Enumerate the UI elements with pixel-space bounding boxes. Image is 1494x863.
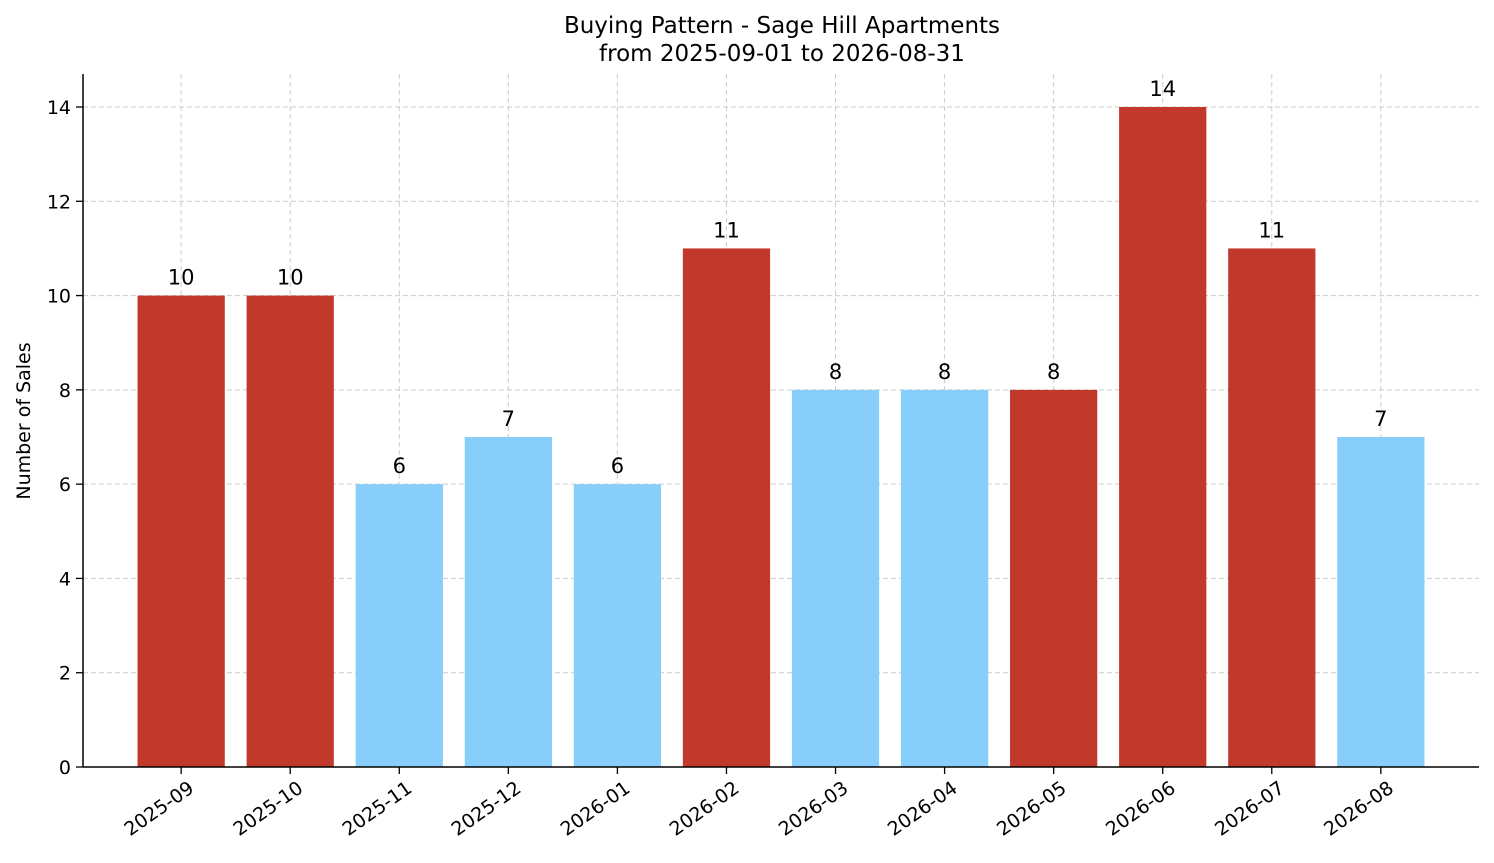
bar-2026-01	[573, 484, 662, 767]
data-label-2025-12: 7	[502, 407, 515, 431]
chart-title: Buying Pattern - Sage Hill Apartments	[564, 13, 1000, 39]
bar-2026-02	[682, 248, 771, 767]
x-tick-label-2026-07: 2026-07	[1211, 777, 1289, 841]
bar-2025-09	[137, 295, 225, 767]
data-label-2025-11: 6	[393, 454, 406, 478]
bar-2026-08	[1337, 437, 1425, 767]
x-axis-ticks: 2025-09 2025-10 2025-11 2025-12 2026-01 2026-…	[120, 767, 1398, 841]
data-label-2026-03: 8	[829, 360, 842, 384]
y-tick-label-12: 12	[47, 191, 71, 213]
x-tick-label-2026-05: 2026-05	[993, 777, 1071, 841]
x-tick-label-2026-06: 2026-06	[1102, 777, 1180, 841]
y-tick-label-10: 10	[47, 286, 71, 308]
bar-2025-12	[464, 437, 552, 767]
y-tick-label-8: 8	[59, 380, 71, 402]
x-tick-label-2025-09: 2025-09	[120, 777, 198, 841]
data-label-2025-10: 10	[277, 266, 304, 290]
y-tick-label-0: 0	[59, 757, 71, 779]
data-label-2026-06: 14	[1149, 77, 1176, 101]
y-tick-label-4: 4	[59, 568, 71, 590]
chart-subtitle: from 2025-09-01 to 2026-08-31	[599, 41, 965, 67]
x-tick-label-2025-12: 2025-12	[448, 777, 526, 841]
data-label-2026-02: 11	[713, 218, 740, 242]
x-tick-label-2026-04: 2026-04	[884, 777, 962, 841]
axes	[82, 74, 1479, 768]
y-axis-label: Number of Sales	[13, 342, 35, 499]
x-tick-label-2025-11: 2025-11	[338, 777, 416, 841]
x-tick-label-2026-01: 2026-01	[557, 777, 635, 841]
data-label-2026-04: 8	[938, 360, 951, 384]
data-label-2026-05: 8	[1047, 360, 1060, 384]
x-tick-label-2026-03: 2026-03	[775, 777, 853, 841]
bar-2026-04	[900, 389, 989, 767]
data-label-2026-08: 7	[1374, 407, 1387, 431]
y-axis-ticks: 0 2 4 6 8 10 12 14	[47, 97, 83, 779]
bar-2026-07	[1228, 248, 1316, 767]
bar-2025-10	[246, 295, 334, 767]
x-tick-label-2026-02: 2026-02	[666, 777, 744, 841]
data-label-2026-07: 11	[1258, 218, 1285, 242]
y-tick-label-6: 6	[59, 474, 71, 496]
x-tick-label-2026-08: 2026-08	[1320, 777, 1398, 841]
bar-2026-06	[1119, 107, 1207, 767]
bar-2026-03	[791, 389, 880, 767]
x-tick-label-2025-10: 2025-10	[229, 777, 307, 841]
data-label-2026-01: 6	[611, 454, 624, 478]
bar-2025-11	[355, 484, 443, 767]
data-label-2025-09: 10	[168, 266, 195, 290]
y-tick-label-14: 14	[47, 97, 71, 119]
bars	[137, 107, 1425, 767]
bar-2026-05	[1010, 389, 1098, 767]
data-labels: 10 10 6 7 6 11 8 8 8 14 11 7	[168, 77, 1388, 478]
y-tick-label-2: 2	[59, 663, 71, 685]
